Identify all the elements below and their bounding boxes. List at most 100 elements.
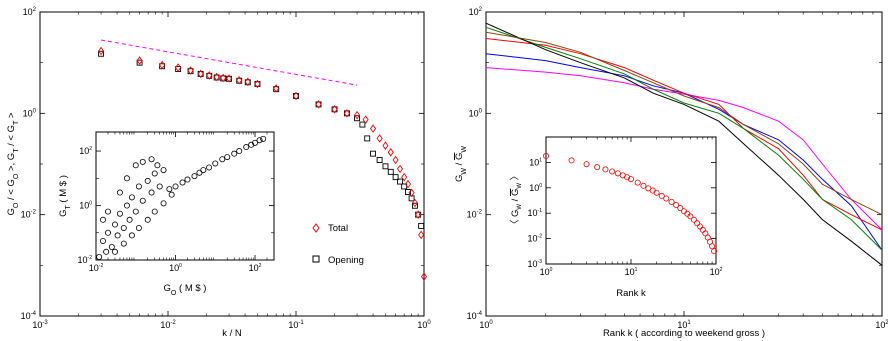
inset-point: [120, 240, 127, 247]
right-inset-y-tick-label: 101: [529, 157, 542, 167]
inset-point: [236, 148, 243, 155]
inset-point: [634, 179, 641, 186]
inset-point: [132, 162, 139, 169]
left-inset: 10-2 100 102 10-2 100 102 GO ( M $ ) GT ( M $…: [58, 131, 275, 297]
inset-point: [690, 216, 697, 223]
inset-point: [116, 210, 123, 217]
inset-point: [104, 229, 111, 236]
inset-point: [126, 216, 133, 223]
inset-point: [543, 152, 550, 159]
inset-point: [219, 156, 226, 163]
right-x-tick-label: 101: [677, 320, 691, 330]
inset-point: [614, 170, 621, 177]
inset-point: [184, 176, 191, 183]
point-total: [362, 115, 369, 124]
point-total: [175, 63, 182, 72]
point-total: [292, 91, 300, 101]
inset-point: [653, 189, 660, 196]
point-total: [273, 84, 280, 93]
inset-point: [135, 183, 142, 190]
legend-item-total: Total: [312, 223, 348, 234]
right-y-label: GW / GW: [454, 146, 468, 182]
inset-point: [663, 195, 670, 202]
left-x-label: k / N: [222, 328, 242, 339]
left-inset-y-label: GT ( M $ ): [58, 175, 72, 217]
point-total: [396, 164, 404, 174]
inset-point: [111, 248, 118, 255]
point-total: [254, 79, 261, 89]
point-opening: [359, 121, 366, 128]
left-inset-x-tick-label: 102: [249, 263, 262, 273]
point-opening: [136, 59, 143, 66]
point-total: [408, 188, 415, 198]
point-opening: [412, 202, 418, 209]
inset-point: [166, 186, 173, 193]
series-line-5: [485, 22, 883, 266]
right-y-tick-label: 10-4: [467, 311, 483, 321]
left-y-label: GO / < GO >, GT / < GT >: [6, 112, 20, 215]
inset-point: [668, 198, 675, 205]
left-chart: 10-3 10-2 10-1 100 10-4 10-2 100 102 k / N GO /…: [6, 7, 431, 339]
right-inset-y-label: 〈 GW / GW 〉: [510, 171, 523, 229]
inset-point: [123, 175, 130, 182]
point-total: [244, 77, 251, 87]
right-x-tick-label: 102: [875, 320, 888, 330]
inset-point: [200, 167, 207, 174]
point-opening: [387, 168, 394, 175]
right-inset-y-tick-label: 10-1: [528, 208, 543, 218]
inset-point: [260, 135, 267, 142]
point-total: [392, 155, 399, 165]
legend-marker-opening: [312, 255, 320, 263]
inset-point: [116, 189, 123, 196]
point-total: [315, 100, 322, 109]
right-inset-x-tick-label: 101: [625, 267, 638, 277]
inset-point: [594, 164, 601, 171]
inset-point: [160, 167, 167, 174]
inset-point: [658, 192, 665, 199]
point-total: [159, 60, 166, 70]
point-total: [382, 141, 389, 150]
left-inset-x-tick-label: 100: [169, 263, 182, 273]
left-y-tick-label: 102: [23, 7, 37, 17]
legend-marker-total: [312, 223, 320, 233]
point-total: [370, 124, 377, 133]
inset-point: [168, 191, 175, 198]
point-opening: [354, 115, 361, 122]
inset-point: [191, 173, 198, 180]
inset-point: [144, 177, 151, 184]
left-inset-frame: [95, 131, 275, 261]
left-x-tick-label: 100: [417, 320, 431, 330]
point-opening: [382, 163, 389, 170]
left-x-tick-label: 10-2: [160, 320, 176, 330]
right-y-tick-label: 100: [469, 108, 483, 118]
inset-point: [156, 183, 163, 190]
left-inset-x-tick-label: 10-2: [89, 263, 104, 273]
point-opening: [98, 50, 105, 57]
inset-point: [108, 244, 115, 251]
right-y-tick-label: 10-2: [467, 210, 483, 220]
inset-point: [694, 220, 701, 227]
legend-label-opening: Opening: [328, 255, 364, 266]
point-total: [401, 172, 408, 182]
inset-point: [231, 150, 238, 157]
right-inset-y-tick-label: 100: [529, 183, 542, 193]
right-inset-x-tick-label: 102: [710, 267, 723, 277]
right-chart: 100 101 102 10-4 10-2 100 102 Rank k ( accordi…: [454, 7, 888, 339]
right-inset-y-tick-label: 10-3: [528, 259, 543, 269]
right-y-tick-label: 102: [469, 7, 483, 17]
left-x-tick-label: 10-1: [288, 320, 304, 330]
inset-point: [673, 202, 680, 209]
inset-point: [151, 170, 158, 177]
inset-point: [212, 160, 219, 167]
point-total: [420, 272, 428, 281]
point-opening: [418, 222, 425, 229]
point-total: [236, 75, 243, 85]
right-inset: 100 101 102 10-3 10-2 10-1 100 101 Rank k 〈 GW …: [510, 136, 723, 299]
inset-point: [172, 183, 179, 190]
legend-label-total: Total: [328, 223, 348, 234]
inset-point: [602, 166, 609, 173]
right-inset-frame: [545, 136, 717, 265]
inset-point: [151, 208, 158, 215]
right-x-tick-label: 100: [479, 320, 493, 330]
